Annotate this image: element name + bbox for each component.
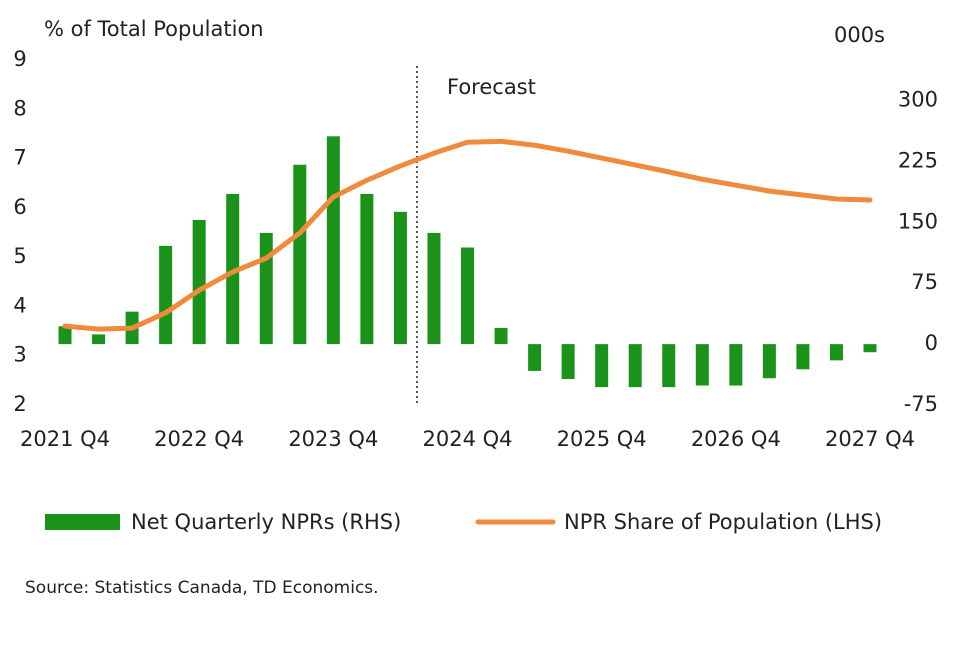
bar — [628, 344, 642, 388]
y2-tick-label: -75 — [904, 392, 938, 416]
y-tick-label: 9 — [13, 47, 26, 71]
bar — [461, 247, 474, 345]
y2-tick-label: 75 — [911, 270, 938, 294]
x-tick-label: 2026 Q4 — [691, 427, 781, 451]
x-tick-label: 2027 Q4 — [825, 427, 915, 451]
bar — [159, 245, 173, 345]
y2-tick-label: 150 — [898, 209, 938, 233]
bar — [762, 344, 776, 379]
y2-tick-label: 225 — [898, 148, 938, 172]
bar — [829, 344, 843, 361]
bar — [561, 344, 575, 380]
y-tick-label: 5 — [13, 244, 26, 268]
y-tick-label: 2 — [13, 392, 26, 416]
source: Source: Statistics Canada, TD Economics. — [25, 578, 379, 598]
y-axis-title: % of Total Population — [44, 17, 264, 41]
bar — [494, 327, 508, 345]
bar — [662, 344, 676, 388]
bar — [695, 344, 709, 386]
bar — [360, 193, 374, 345]
bar — [259, 232, 273, 345]
bar — [58, 326, 72, 345]
bar — [293, 164, 307, 345]
annotation: Forecast — [447, 75, 536, 99]
line — [62, 138, 873, 332]
bar — [595, 344, 609, 388]
bar — [192, 219, 206, 345]
bar — [427, 232, 441, 345]
bar — [796, 344, 810, 370]
bar — [92, 334, 106, 345]
y-tick-label: 6 — [13, 195, 26, 219]
y2-axis-title: 000s — [834, 23, 885, 47]
x-tick-label: 2024 Q4 — [422, 427, 512, 451]
bar — [863, 344, 877, 353]
x-tick-label: 2023 Q4 — [288, 427, 378, 451]
x-tick-label: 2025 Q4 — [557, 427, 647, 451]
y-tick-label: 4 — [13, 293, 26, 317]
y-tick-label: 8 — [13, 96, 26, 120]
y-tick-label: 3 — [13, 343, 26, 367]
bar — [393, 211, 407, 345]
y-tick-label: 7 — [13, 146, 26, 170]
legend-label: Net Quarterly NPRs (RHS) — [131, 510, 401, 534]
y2-tick-label: 0 — [925, 331, 938, 355]
bar — [729, 344, 743, 386]
y2-tick-label: 300 — [898, 88, 938, 112]
x-tick-label: 2022 Q4 — [154, 427, 244, 451]
bar — [326, 136, 340, 345]
legend-swatch — [45, 514, 120, 530]
bar — [226, 193, 240, 345]
bar — [528, 344, 542, 371]
legend-label: NPR Share of Population (LHS) — [564, 510, 882, 534]
x-tick-label: 2021 Q4 — [20, 427, 110, 451]
